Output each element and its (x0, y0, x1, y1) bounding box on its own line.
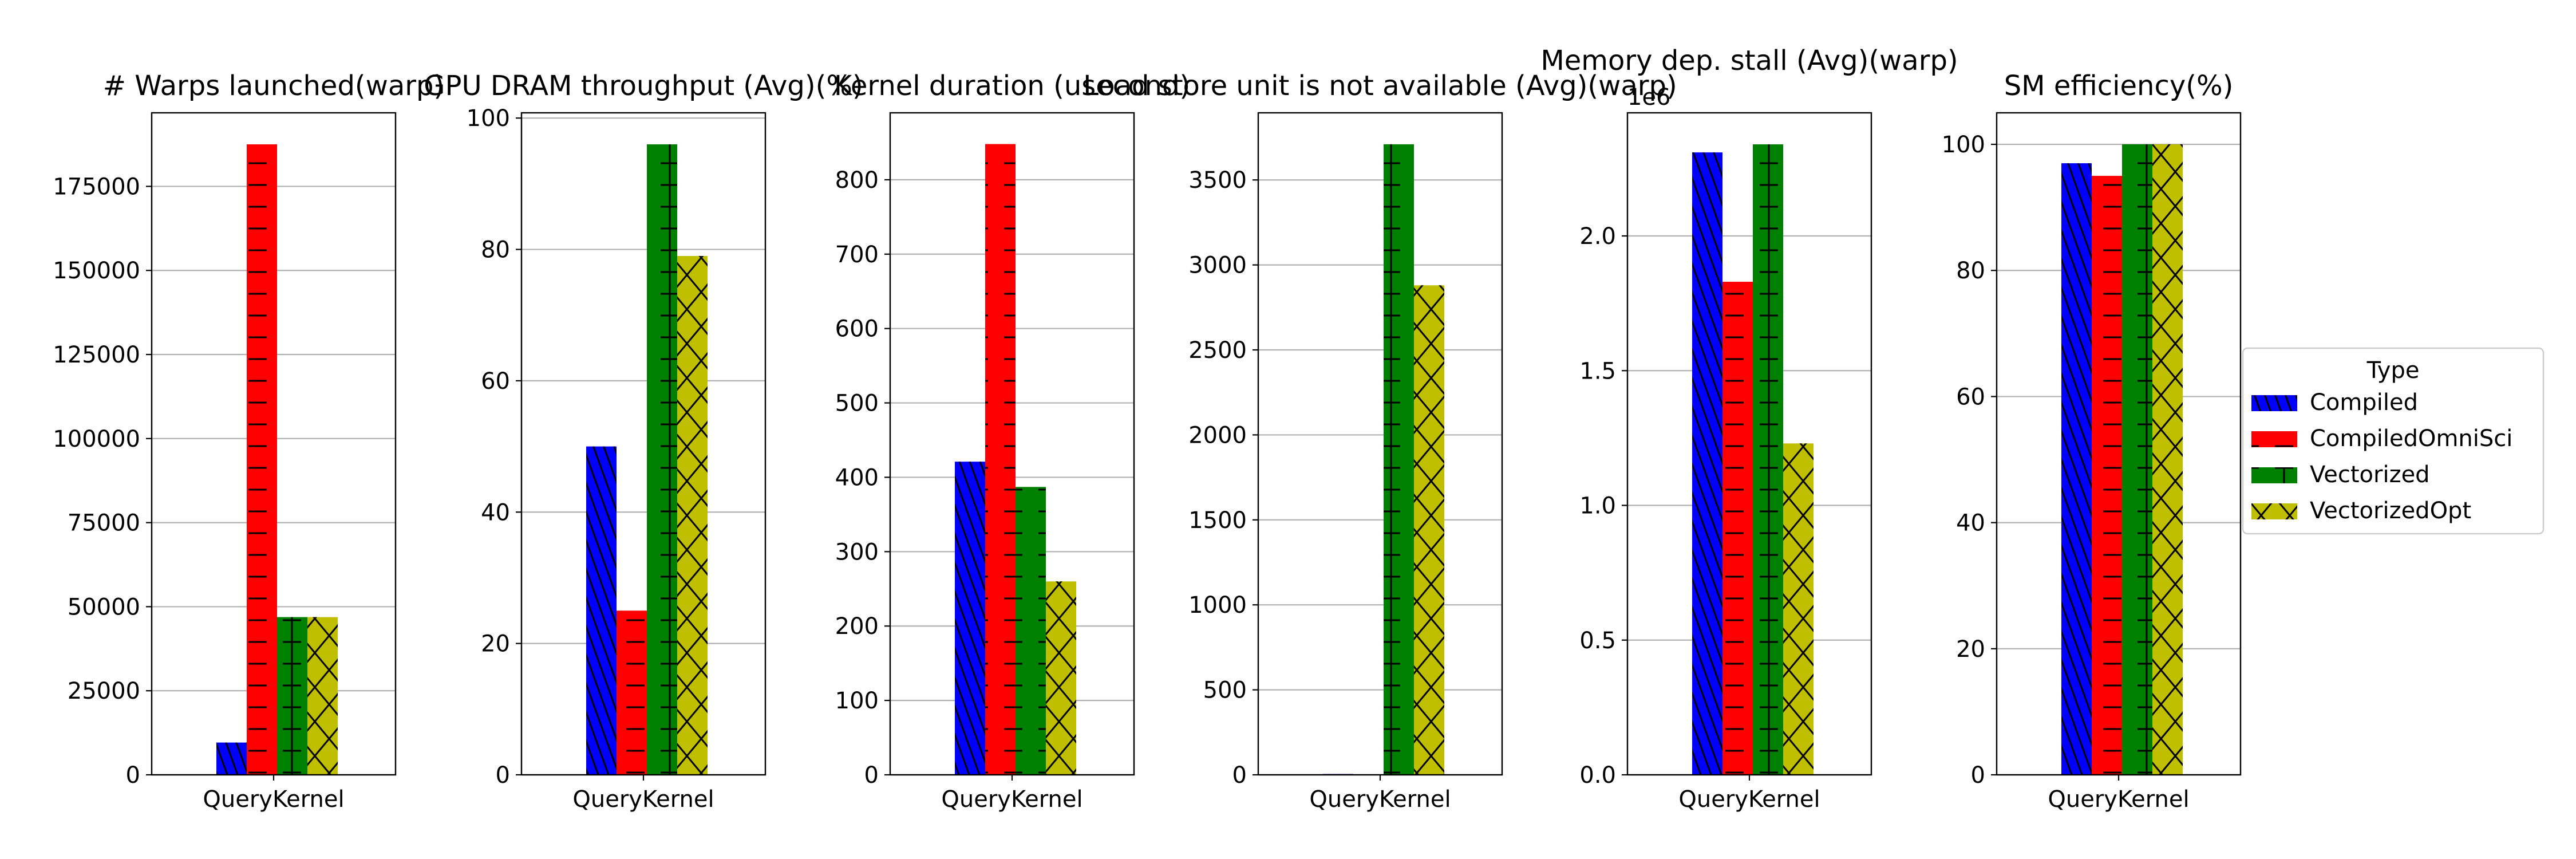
legend: Type Compiled CompiledOmniSci Vectorized Vec… (2242, 347, 2545, 535)
y-tick-label: 125000 (53, 342, 140, 368)
y-tick-label: 100 (467, 105, 510, 132)
y-tick-label: 0 (496, 762, 510, 789)
legend-label: Compiled (2310, 389, 2418, 416)
y-tick-label: 75000 (68, 510, 140, 537)
x-tick-label: QueryKernel (572, 786, 714, 813)
y-tick-label: 300 (835, 539, 879, 565)
bar-vectorized (277, 617, 307, 775)
bar-compiledomnisci (2092, 176, 2122, 775)
y-tick-label: 800 (835, 167, 879, 194)
bar-vectorized (2122, 144, 2152, 775)
y-tick-label: 1.0 (1579, 493, 1616, 519)
bar-vectorized (1384, 144, 1414, 775)
legend-title: Type (2366, 357, 2420, 384)
bar-compiledomnisci (247, 144, 277, 775)
y-tick-label: 20 (1956, 636, 1985, 663)
y-tick-label: 0 (864, 762, 879, 789)
subplot-1: 0 25000 50000 75000 100000 125000 150000 175000… (53, 70, 444, 813)
y-tick-label: 700 (835, 242, 879, 268)
y-tick-label: 0.5 (1579, 628, 1616, 654)
legend-entry-vectorizedopt: VectorizedOpt (2251, 498, 2471, 524)
bar-compiledomnisci (617, 610, 647, 775)
x-tick-label: QueryKernel (2048, 786, 2189, 813)
subplot-5: 0.0 0.5 1.0 1.5 2.0 QueryKernel Memory dep. st… (1540, 45, 1958, 813)
bar-vectorizedopt (307, 617, 338, 775)
subplot-title: GPU DRAM throughput (Avg)(%) (424, 70, 863, 102)
axes-frame (1257, 112, 1503, 776)
legend-label: Vectorized (2310, 462, 2430, 488)
x-tick-label: QueryKernel (1309, 786, 1451, 813)
bar-vectorizedopt (2152, 144, 2183, 775)
y-tick-label: 20 (481, 631, 510, 657)
bar-compiled (216, 742, 247, 775)
y-tick-label: 100000 (53, 426, 140, 452)
bar-vectorizedopt (677, 256, 708, 775)
bar-vectorized (647, 144, 677, 775)
x-tick-label: QueryKernel (203, 786, 344, 813)
y-tick-label: 1500 (1188, 507, 1247, 534)
y-tick-label: 25000 (68, 678, 140, 704)
y-tick-label: 0 (1232, 762, 1247, 789)
y-tick-label: 400 (835, 464, 879, 491)
subplot-6: 0 20 40 60 80 100 QueryKernel SM efficiency(%) (1942, 70, 2242, 813)
y-tick-label: 60 (1956, 384, 1985, 410)
y-tick-label: 50000 (68, 594, 140, 620)
y-tick-label: 175000 (53, 174, 140, 200)
subplot-2: 0 20 40 60 80 100 QueryKernel GPU DRAM throughp… (424, 70, 863, 813)
y-tick-label: 100 (835, 688, 879, 714)
legend-entry-vectorized: Vectorized (2251, 462, 2430, 488)
bar-compiled (586, 446, 617, 775)
y-tick-label: 500 (1203, 677, 1247, 704)
y-tick-label: 80 (481, 237, 510, 263)
subplot-title: # Warps launched(warp) (103, 70, 444, 102)
y-tick-label: 0 (126, 762, 140, 789)
bar-vectorizedopt (1046, 581, 1076, 775)
axis-offset-label: 1e6 (1627, 84, 1671, 111)
bar-vectorizedopt (1414, 285, 1444, 775)
x-tick-label: QueryKernel (941, 786, 1082, 813)
subplot-3: 0 100 200 300 400 500 600 700 800 QueryKernel Kern… (834, 70, 1190, 813)
bar-compiled (1692, 152, 1722, 775)
y-tick-label: 2000 (1188, 422, 1247, 448)
y-tick-label: 40 (1956, 510, 1985, 537)
y-tick-label: 600 (835, 316, 879, 342)
y-tick-label: 0.0 (1579, 762, 1616, 789)
legend-box (2242, 347, 2545, 535)
y-tick-label: 2500 (1188, 337, 1247, 364)
y-tick-label: 3000 (1188, 253, 1247, 279)
y-tick-label: 500 (835, 391, 879, 417)
legend-label: CompiledOmniSci (2310, 425, 2512, 452)
bar-compiled (955, 462, 985, 775)
bar-compiledomnisci (1722, 281, 1753, 775)
y-tick-label: 1.5 (1579, 358, 1616, 384)
bar-vectorized (1016, 487, 1046, 775)
y-tick-label: 60 (481, 368, 510, 395)
y-tick-label: 2.0 (1579, 223, 1616, 250)
y-tick-label: 150000 (53, 258, 140, 284)
subplot-title: SM efficiency(%) (2004, 70, 2234, 102)
y-tick-label: 40 (481, 499, 510, 526)
bar-vectorized (1753, 144, 1783, 775)
bar-compiledomnisci (985, 144, 1016, 775)
legend-entry-compiled: Compiled (2251, 389, 2418, 416)
y-tick-label: 100 (1942, 132, 1985, 158)
subplot-title: Load store unit is not available (Avg)(w… (1083, 70, 1677, 102)
subplot-title: Kernel duration (usecond) (834, 70, 1190, 102)
y-tick-label: 200 (835, 613, 879, 640)
x-tick-label: QueryKernel (1678, 786, 1820, 813)
legend-label: VectorizedOpt (2310, 498, 2471, 524)
legend-entry-compiledomnisci: CompiledOmniSci (2251, 425, 2512, 452)
y-tick-label: 0 (1971, 762, 1985, 789)
y-tick-label: 3500 (1188, 167, 1247, 194)
subplot-4: 0 500 1000 1500 2000 2500 3000 3500 QueryKernel L… (1083, 70, 1677, 813)
y-tick-label: 80 (1956, 258, 1985, 284)
subplots-group: 0250005000075000100000125000150000175000… (53, 45, 2242, 813)
bar-vectorizedopt (1783, 443, 1814, 775)
bar-compiled (2061, 163, 2092, 775)
subplot-title: Memory dep. stall (Avg)(warp) (1540, 45, 1958, 77)
y-tick-label: 1000 (1188, 592, 1247, 618)
